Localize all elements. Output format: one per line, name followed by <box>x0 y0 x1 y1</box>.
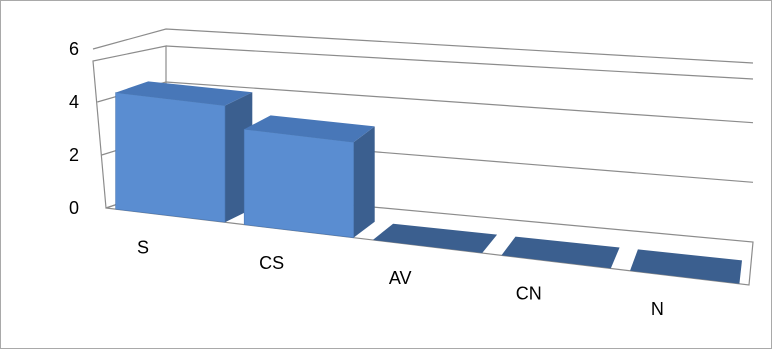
y-tick-label: 6 <box>69 39 79 59</box>
gridline <box>92 28 754 64</box>
bar <box>372 223 498 253</box>
bar-flat <box>630 249 742 284</box>
bar <box>501 236 620 269</box>
back-wall-top <box>165 45 754 80</box>
bar-side <box>353 126 375 238</box>
x-category-label: S <box>137 237 149 257</box>
bars <box>115 81 742 284</box>
bar-top <box>115 81 253 106</box>
bar <box>243 115 375 238</box>
bar-front <box>243 128 354 238</box>
bar-front <box>115 92 226 223</box>
y-axis-ticks: 0 2 4 6 <box>69 39 79 218</box>
y-tick-label: 2 <box>69 145 79 165</box>
x-category-label: CS <box>259 253 284 273</box>
x-category-label: N <box>651 299 664 319</box>
bar-flat <box>372 223 498 253</box>
bar-flat <box>501 236 620 269</box>
x-axis-categories: S CS AV CN N <box>137 237 664 319</box>
bar <box>115 81 253 223</box>
y-tick-label: 0 <box>69 198 79 218</box>
x-category-label: AV <box>389 268 412 288</box>
bar-top <box>244 115 375 143</box>
bar <box>630 249 742 284</box>
x-category-label: CN <box>516 284 542 304</box>
y-tick-label: 4 <box>69 92 79 112</box>
